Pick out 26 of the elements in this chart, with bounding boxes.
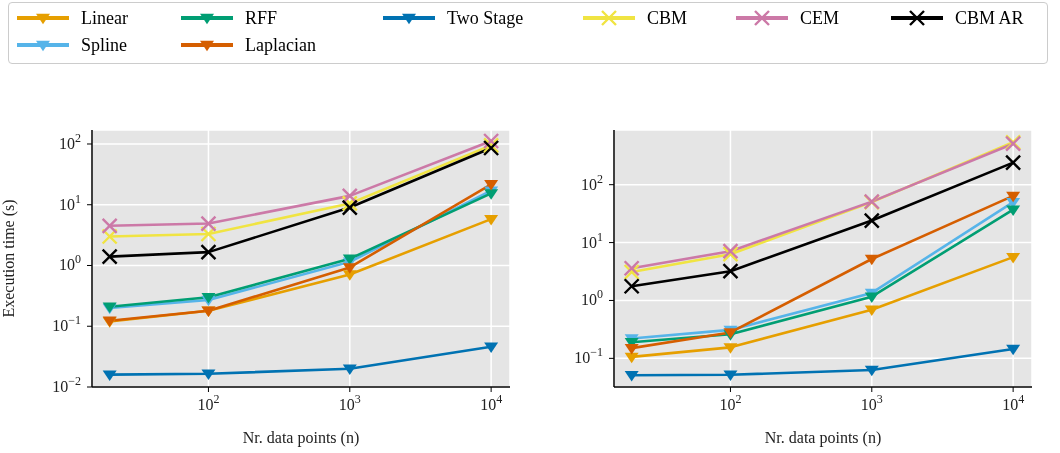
legend-label: CBM [647, 7, 688, 29]
legend-label: RFF [245, 7, 278, 29]
legend-label: CEM [800, 7, 840, 29]
y-tick-label: 10$^{0}$ [59, 252, 81, 274]
y-axis-title: Execution time (s) [0, 199, 18, 318]
legend-label: Spline [81, 34, 128, 56]
x-axis-title: Nr. data points (n) [242, 429, 360, 447]
y-tick-label: 10$^{1}$ [581, 229, 603, 251]
x-tick-label: 10$^{3}$ [860, 392, 883, 413]
y-tick-label: 10$^{−1}$ [52, 313, 81, 335]
legend-label: CBM AR [955, 7, 1024, 29]
legend-label: Linear [81, 7, 128, 29]
x-axis-title: Nr. data points (n) [764, 429, 882, 447]
x-tick-label: 10$^{2}$ [719, 392, 742, 413]
y-tick-label: 10$^{−2}$ [52, 374, 81, 395]
y-tick-label: 10$^{1}$ [59, 191, 81, 213]
y-tick-label: 10$^{0}$ [581, 287, 603, 309]
x-tick-label: 10$^{2}$ [197, 392, 220, 413]
legend-label: Two Stage [447, 7, 524, 29]
x-tick-label: 10$^{3}$ [338, 392, 361, 413]
x-tick-label: 10$^{4}$ [1002, 392, 1025, 413]
legend-label: Laplacian [245, 34, 316, 56]
y-tick-label: 10$^{−1}$ [574, 345, 603, 367]
y-tick-label: 10$^{2}$ [581, 171, 603, 193]
y-tick-label: 10$^{2}$ [59, 131, 81, 152]
x-tick-label: 10$^{4}$ [480, 392, 503, 413]
